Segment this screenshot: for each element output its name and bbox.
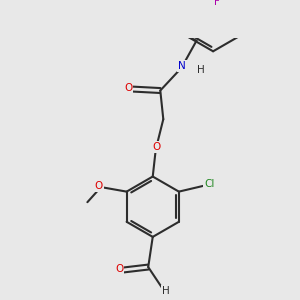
Text: O: O — [124, 83, 132, 93]
Text: O: O — [152, 142, 160, 152]
Text: O: O — [95, 182, 103, 191]
Text: N: N — [178, 61, 186, 71]
Text: H: H — [162, 286, 170, 296]
Text: Cl: Cl — [204, 179, 214, 189]
Text: H: H — [197, 65, 205, 75]
Text: O: O — [115, 264, 123, 274]
Text: F: F — [214, 0, 220, 7]
